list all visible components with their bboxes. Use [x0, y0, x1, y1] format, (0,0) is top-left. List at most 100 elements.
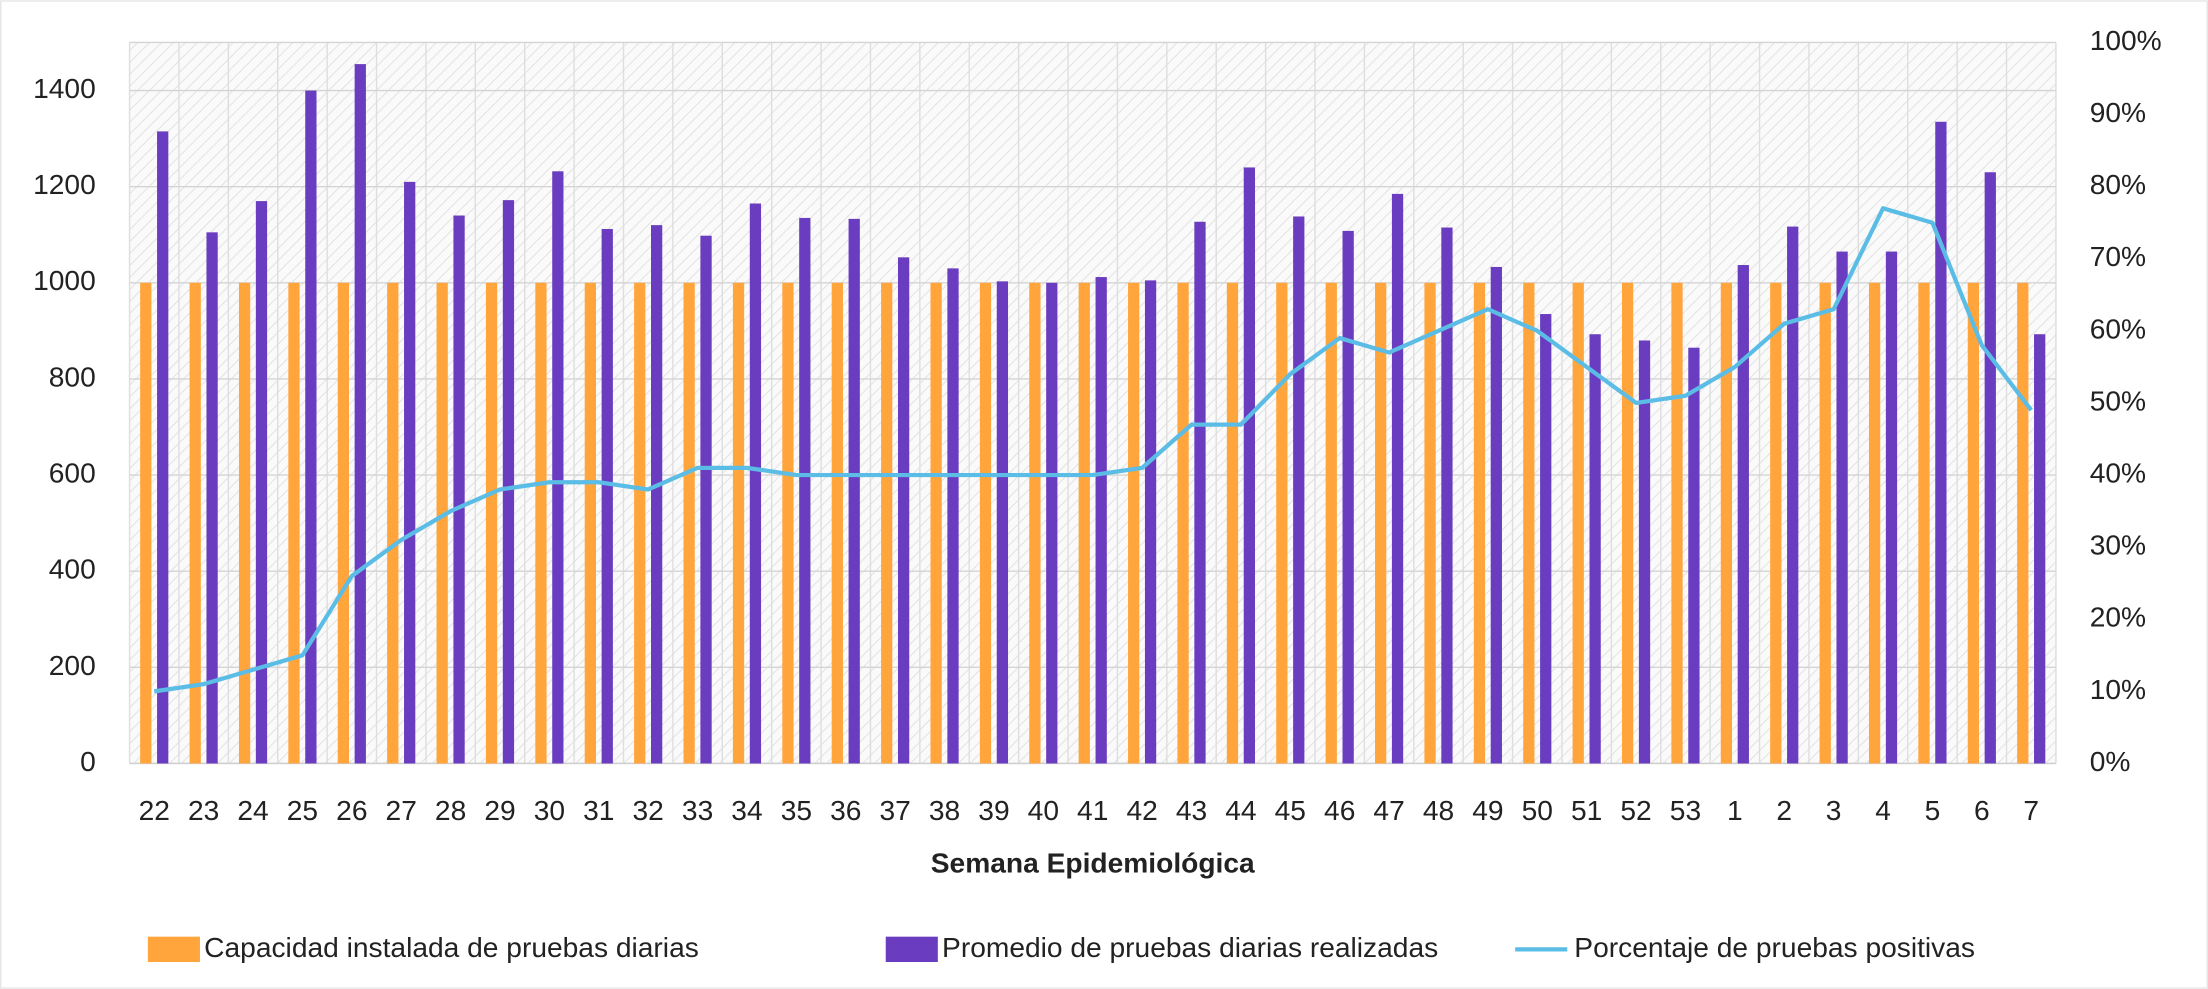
bar — [1967, 282, 1980, 764]
bar — [305, 90, 317, 764]
bar — [1984, 172, 1996, 764]
bar — [1787, 226, 1799, 764]
x-tick-label: 6 — [1974, 795, 1990, 826]
x-tick-label: 23 — [188, 795, 219, 826]
bar — [288, 282, 300, 764]
x-tick-label: 1 — [1727, 795, 1743, 826]
x-tick-label: 36 — [830, 795, 861, 826]
bar — [502, 200, 515, 764]
legend-swatch — [147, 936, 200, 963]
x-tick-label: 27 — [386, 795, 417, 826]
bar — [238, 282, 251, 764]
y-tick-label: 1400 — [33, 73, 96, 104]
y2-tick-label: 50% — [2090, 385, 2146, 416]
bar — [1424, 282, 1436, 764]
x-tick-label: 3 — [1826, 795, 1842, 826]
y2-tick-label: 20% — [2090, 602, 2146, 633]
x-tick-label: 43 — [1176, 795, 1207, 826]
bar — [1293, 216, 1305, 764]
y2-tick-label: 60% — [2090, 313, 2146, 344]
bar — [2034, 334, 2046, 764]
bar — [1375, 282, 1387, 764]
y-tick-label: 400 — [49, 554, 96, 585]
bar — [387, 282, 399, 764]
bar — [552, 171, 564, 764]
bar — [634, 282, 646, 764]
y2-tick-label: 10% — [2090, 674, 2146, 705]
y2-tick-label: 70% — [2090, 241, 2146, 272]
y2-tick-label: 90% — [2090, 97, 2146, 128]
bar — [1342, 230, 1354, 764]
x-tick-label: 29 — [484, 795, 515, 826]
y-tick-label: 1000 — [33, 265, 96, 296]
bar — [848, 218, 860, 764]
bar — [1819, 282, 1831, 764]
bar — [700, 235, 712, 764]
y2-tick-label: 100% — [2090, 25, 2162, 56]
x-tick-label: 46 — [1324, 795, 1355, 826]
x-tick-label: 37 — [879, 795, 910, 826]
bar — [1325, 282, 1337, 764]
x-tick-label: 28 — [435, 795, 466, 826]
bar — [749, 203, 762, 764]
x-tick-label: 45 — [1275, 795, 1306, 826]
bar — [255, 201, 268, 764]
bar — [1572, 282, 1584, 764]
bar — [1177, 282, 1189, 764]
x-tick-label: 33 — [682, 795, 713, 826]
bar — [157, 131, 169, 764]
bar — [897, 257, 910, 764]
x-tick-label: 34 — [731, 795, 762, 826]
bar — [1868, 282, 1881, 764]
bar — [831, 282, 843, 764]
x-tick-label: 35 — [781, 795, 812, 826]
bar — [584, 282, 596, 764]
y-tick-label: 800 — [49, 361, 96, 392]
bar — [1523, 282, 1535, 764]
bar — [1441, 227, 1453, 764]
bar — [1029, 282, 1041, 764]
bar — [732, 282, 745, 764]
bar — [1128, 282, 1140, 764]
x-tick-label: 51 — [1571, 795, 1602, 826]
x-tick-label: 24 — [237, 795, 268, 826]
x-tick-label: 26 — [336, 795, 367, 826]
x-tick-label: 52 — [1620, 795, 1651, 826]
x-tick-label: 22 — [139, 795, 170, 826]
x-tick-label: 39 — [978, 795, 1009, 826]
bar — [1095, 277, 1107, 764]
bar — [1671, 282, 1683, 764]
line — [153, 206, 2033, 694]
legend-label: Porcentaje de pruebas positivas — [1574, 932, 1975, 963]
x-tick-label: 4 — [1875, 795, 1891, 826]
bar — [799, 217, 811, 764]
y-tick-label: 1200 — [33, 169, 96, 200]
x-tick-label: 41 — [1077, 795, 1108, 826]
x-tick-label: 25 — [287, 795, 318, 826]
bar — [1770, 282, 1782, 764]
bar — [404, 181, 416, 764]
x-tick-label: 30 — [534, 795, 565, 826]
x-tick-label: 50 — [1522, 795, 1553, 826]
y-tick-label: 600 — [49, 458, 96, 489]
bar — [881, 282, 893, 764]
bar — [453, 215, 465, 764]
x-tick-label: 7 — [2023, 795, 2039, 826]
bar — [1276, 282, 1288, 764]
x-tick-label: 40 — [1028, 795, 1059, 826]
x-tick-label: 2 — [1776, 795, 1792, 826]
bar — [930, 282, 942, 764]
bar — [337, 282, 350, 764]
bar — [1589, 334, 1601, 764]
x-tick-label: 49 — [1472, 795, 1503, 826]
bar — [1836, 251, 1848, 764]
bar — [1885, 251, 1898, 764]
bar — [651, 225, 663, 764]
bar — [601, 228, 613, 764]
bar — [947, 268, 959, 764]
bar — [485, 282, 498, 764]
legend-label: Capacidad instalada de pruebas diarias — [204, 932, 699, 963]
x-tick-label: 53 — [1670, 795, 1701, 826]
